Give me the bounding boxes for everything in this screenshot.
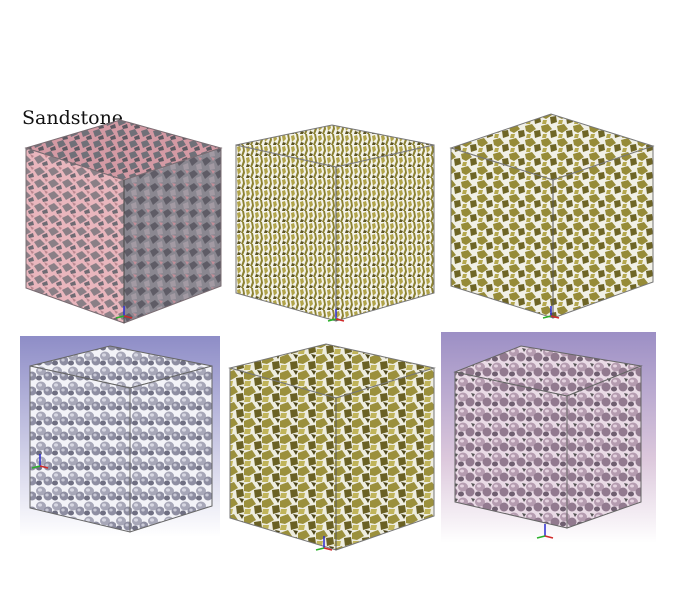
cube-panel-6 [441,332,656,543]
axis-gizmo [115,306,133,319]
grain-render-pink [441,332,656,543]
figure-caption: Sandstone [22,107,124,129]
cube-panel-2 [232,123,438,326]
axis-gizmo [31,454,49,469]
cube-panel-1 [20,118,227,330]
cube-panel-4 [20,336,220,537]
cube-panel-5 [226,338,440,557]
grain-render-grey [20,336,220,537]
pore-network-render-olive-fine [235,124,435,322]
cube-panel-3 [445,110,659,326]
pore-network-render-olive-medium [449,113,655,319]
axis-gizmo [536,524,554,539]
grain-render-olive [228,343,436,551]
pore-network-render-pink [24,119,223,324]
axis-gizmo [542,306,560,319]
axis-gizmo [315,536,333,551]
axis-gizmo [327,309,345,322]
